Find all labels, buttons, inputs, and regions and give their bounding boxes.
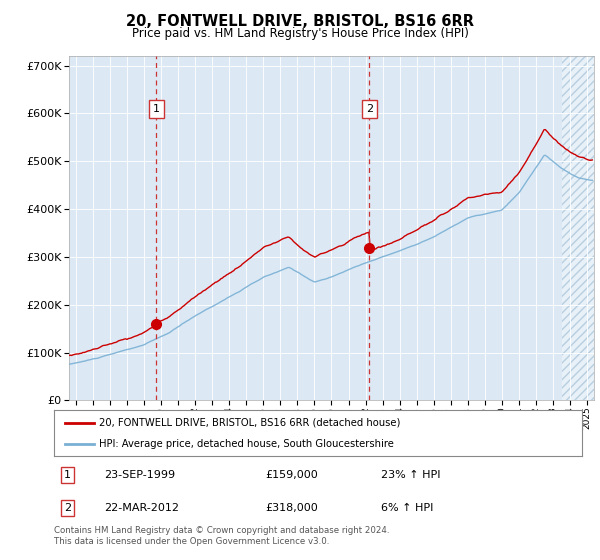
Text: Contains HM Land Registry data © Crown copyright and database right 2024.
This d: Contains HM Land Registry data © Crown c…	[54, 526, 389, 546]
Text: 23% ↑ HPI: 23% ↑ HPI	[382, 470, 441, 480]
Text: 1: 1	[153, 104, 160, 114]
Text: HPI: Average price, detached house, South Gloucestershire: HPI: Average price, detached house, Sout…	[99, 439, 394, 449]
Text: £318,000: £318,000	[265, 503, 318, 513]
Text: 1: 1	[64, 470, 71, 480]
Text: 2: 2	[366, 104, 373, 114]
Text: 22-MAR-2012: 22-MAR-2012	[104, 503, 179, 513]
Text: £159,000: £159,000	[265, 470, 318, 480]
Text: 20, FONTWELL DRIVE, BRISTOL, BS16 6RR (detached house): 20, FONTWELL DRIVE, BRISTOL, BS16 6RR (d…	[99, 418, 400, 428]
Text: 20, FONTWELL DRIVE, BRISTOL, BS16 6RR: 20, FONTWELL DRIVE, BRISTOL, BS16 6RR	[126, 14, 474, 29]
Text: 6% ↑ HPI: 6% ↑ HPI	[382, 503, 434, 513]
Text: 23-SEP-1999: 23-SEP-1999	[104, 470, 175, 480]
Text: Price paid vs. HM Land Registry's House Price Index (HPI): Price paid vs. HM Land Registry's House …	[131, 27, 469, 40]
Text: 2: 2	[64, 503, 71, 513]
